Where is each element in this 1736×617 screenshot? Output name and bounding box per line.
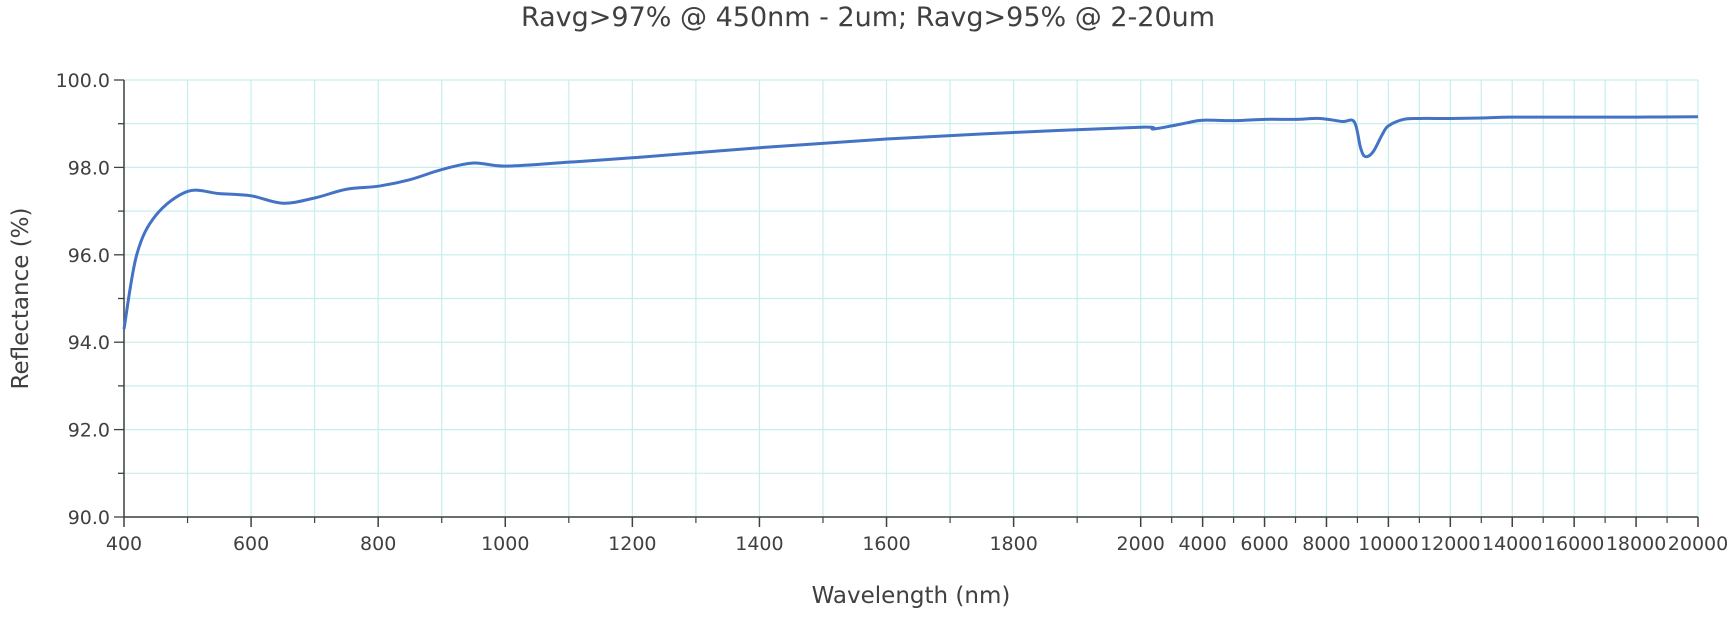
tick-labels: 400 600 800 1000 1200 1400 1600 1800 2000 4000 600…	[56, 70, 1729, 555]
x-tick-label: 6000	[1240, 533, 1288, 555]
x-tick-label: 800	[360, 533, 396, 555]
x-tick-label: 8000	[1302, 533, 1350, 555]
axes	[114, 79, 1699, 527]
y-tick-label: 98.0	[68, 157, 110, 179]
x-tick-label: 600	[233, 533, 269, 555]
y-tick-label: 90.0	[68, 507, 110, 529]
y-tick-label: 96.0	[68, 245, 110, 267]
x-tick-label: 2000	[1117, 533, 1165, 555]
x-tick-label: 12000	[1420, 533, 1480, 555]
x-tick-label: 1200	[608, 533, 656, 555]
x-tick-label: 18000	[1606, 533, 1666, 555]
x-tick-label: 16000	[1544, 533, 1604, 555]
x-tick-label: 10000	[1358, 533, 1418, 555]
x-tick-label: 1600	[862, 533, 910, 555]
chart-title: Ravg>97% @ 450nm - 2um; Ravg>95% @ 2-20u…	[520, 2, 1216, 33]
y-tick-label: 94.0	[68, 332, 110, 354]
series-layer	[122, 115, 1699, 330]
x-tick-label: 1000	[481, 533, 529, 555]
y-axis-title: Reflectance (%)	[8, 208, 34, 390]
x-tick-label: 14000	[1482, 533, 1542, 555]
x-tick-label: 1400	[735, 533, 783, 555]
x-axis-title: Wavelength (nm)	[812, 583, 1011, 609]
grid	[123, 79, 1699, 518]
x-tick-label: 1800	[989, 533, 1037, 555]
series-line-reflectance	[122, 115, 1699, 330]
x-tick-label: 400	[106, 533, 142, 555]
y-tick-label: 100.0	[56, 70, 110, 92]
x-tick-label: 4000	[1178, 533, 1226, 555]
y-tick-label: 92.0	[68, 420, 110, 442]
x-tick-label: 20000	[1668, 533, 1728, 555]
